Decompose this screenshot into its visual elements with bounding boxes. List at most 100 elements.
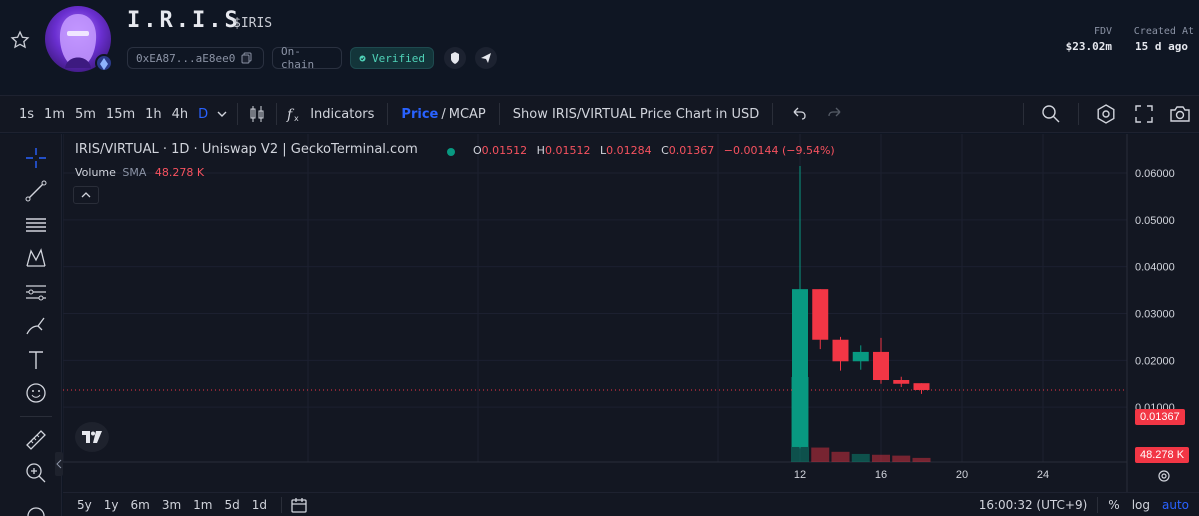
range-5y[interactable]: 5y — [77, 497, 92, 512]
prediction-tool[interactable] — [22, 280, 50, 304]
log-scale-toggle[interactable]: log — [1131, 497, 1150, 512]
price-toggle[interactable]: Price — [401, 106, 439, 122]
more-tools[interactable] — [22, 502, 50, 516]
fib-tool[interactable] — [22, 213, 50, 237]
toolbar-divider — [1078, 103, 1079, 125]
crosshair-tool[interactable] — [22, 146, 50, 170]
last-volume-label: 48.278 K — [1135, 447, 1190, 463]
trend-line-tool[interactable] — [22, 179, 50, 203]
auto-scale-toggle[interactable]: auto — [1161, 497, 1189, 512]
emoji-tool[interactable] — [22, 381, 50, 405]
interval-4h[interactable]: 4h — [171, 106, 189, 122]
token-name: I.R.I.S — [127, 8, 241, 33]
pattern-tool[interactable] — [22, 246, 50, 270]
x-tick-label: 16 — [875, 469, 887, 481]
check-badge-icon — [359, 54, 366, 62]
fx-icon: f x — [286, 107, 299, 123]
percent-scale-toggle[interactable]: % — [1108, 497, 1120, 512]
chevron-down-icon[interactable] — [215, 107, 229, 121]
svg-text:f: f — [286, 107, 295, 123]
volume-bar — [892, 455, 911, 462]
axis-settings-icon[interactable] — [1157, 469, 1171, 483]
pattern-icon — [26, 248, 46, 267]
usd-toggle[interactable]: Show IRIS/VIRTUAL Price Chart in USD — [512, 106, 760, 122]
undo-icon[interactable] — [789, 104, 809, 124]
interval-5m[interactable]: 5m — [74, 106, 96, 122]
social-icon[interactable] — [475, 47, 497, 69]
calendar-icon[interactable] — [290, 496, 308, 514]
zoom-tool[interactable] — [22, 461, 50, 485]
volume-bar — [851, 453, 870, 462]
x-tick-label: 20 — [956, 469, 968, 481]
range-bar: 5y 1y 6m 3m 1m 5d 1d 16:00:32 (UTC+9) % … — [63, 492, 1199, 516]
x-tick-label: 24 — [1037, 469, 1049, 481]
sma-label: SMA — [122, 166, 147, 179]
range-6m[interactable]: 6m — [130, 497, 150, 512]
indicators-button[interactable]: f x Indicators — [285, 104, 379, 124]
onchain-chip[interactable]: On-chain — [272, 45, 342, 71]
crosshair-icon — [26, 148, 46, 168]
smiley-icon — [26, 383, 46, 403]
drawing-toolbar — [0, 134, 63, 516]
tradingview-logo[interactable] — [75, 422, 109, 452]
text-icon — [29, 351, 43, 369]
range-5d[interactable]: 5d — [224, 497, 240, 512]
candle-body — [852, 351, 869, 362]
brush-tool[interactable] — [22, 314, 50, 338]
interval-1h[interactable]: 1h — [145, 106, 162, 122]
fullscreen-icon[interactable] — [1133, 103, 1155, 125]
audit-icon[interactable] — [444, 47, 466, 69]
chart-symbol-title[interactable]: IRIS/VIRTUAL · 1D · Uniswap V2 | GeckoTe… — [75, 142, 418, 157]
collapse-legend-button[interactable] — [73, 186, 99, 204]
volume-legend: Volume SMA 48.278 K — [75, 166, 204, 179]
chart-canvas[interactable]: 0.060000.050000.040000.030000.020000.010… — [63, 134, 1199, 492]
change-value: −0.00144 (−9.54%) — [723, 144, 835, 157]
text-tool[interactable] — [22, 348, 50, 372]
interval-d[interactable]: D — [198, 106, 209, 122]
volume-label: Volume — [75, 166, 116, 179]
chart-toolbar: 1s 1m 5m 15m 1h 4h D f x Indicators Pric… — [0, 95, 1199, 133]
interval-15m[interactable]: 15m — [105, 106, 136, 122]
verified-label: Verified — [372, 51, 425, 65]
price-chart[interactable]: 0.060000.050000.040000.030000.020000.010… — [63, 134, 1199, 516]
tradingview-logo-icon — [82, 431, 102, 443]
range-3m[interactable]: 3m — [161, 497, 182, 512]
low-key: L — [599, 144, 607, 157]
toolbar-divider — [1023, 103, 1024, 125]
interval-1s[interactable]: 1s — [19, 106, 35, 122]
low-value: 0.01284 — [606, 144, 652, 157]
camera-icon[interactable] — [1169, 103, 1191, 125]
candles-type-icon[interactable] — [246, 103, 268, 125]
collapse-toolbar-button[interactable] — [55, 452, 63, 476]
x-tick-label: 12 — [794, 469, 806, 481]
magnet-icon — [27, 507, 45, 516]
zoom-in-icon — [26, 463, 46, 483]
volume-value: 48.278 K — [154, 166, 205, 179]
quick-search-icon[interactable] — [1040, 103, 1062, 125]
copy-icon[interactable] — [241, 52, 253, 64]
last-price-label: 0.01367 — [1135, 409, 1185, 425]
star-icon[interactable] — [10, 30, 30, 50]
interval-group: 1s 1m 5m 15m 1h 4h D — [0, 107, 213, 122]
volume-bar — [831, 451, 850, 462]
mcap-toggle[interactable]: MCAP — [448, 106, 486, 122]
y-tick-label: 0.05000 — [1135, 215, 1175, 227]
horizontal-lines-icon — [26, 218, 46, 232]
ruler-tool[interactable] — [22, 428, 50, 452]
settings-icon[interactable] — [1095, 103, 1117, 125]
range-1y[interactable]: 1y — [103, 497, 119, 512]
clock-time[interactable]: 16:00:32 (UTC+9) — [978, 497, 1088, 512]
range-1m[interactable]: 1m — [193, 497, 213, 512]
chevron-up-icon — [81, 192, 91, 198]
interval-1m[interactable]: 1m — [44, 106, 65, 122]
high-value: 0.01512 — [544, 144, 591, 157]
fdv-value: $23.02m — [1065, 40, 1112, 53]
created-label: Created At — [1133, 26, 1194, 37]
range-1d[interactable]: 1d — [251, 497, 268, 512]
token-avatar — [45, 6, 111, 72]
contract-address-chip[interactable]: 0xEA87...aE8ee0 — [127, 47, 264, 69]
redo-icon[interactable] — [825, 104, 845, 124]
toolbar-divider — [387, 103, 389, 125]
measure-lines-icon — [26, 285, 46, 301]
verified-chip[interactable]: Verified — [350, 47, 434, 69]
